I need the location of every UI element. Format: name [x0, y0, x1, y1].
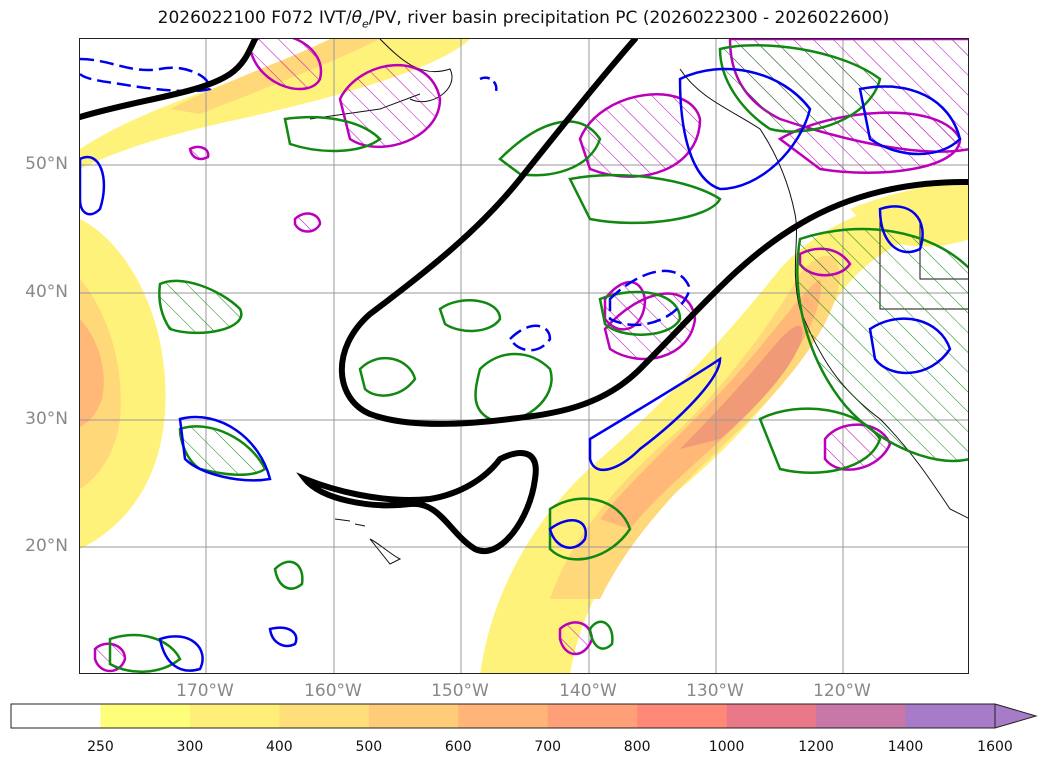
- ivt-west-high: [80, 319, 104, 427]
- lon-label-160w: 160°W: [304, 681, 362, 701]
- magenta-contour-7: [603, 292, 697, 361]
- green-contour-4: [438, 299, 502, 333]
- blue-contours: [80, 57, 962, 672]
- colorbar-segment: [816, 704, 907, 728]
- magenta-contour-1: [248, 39, 323, 91]
- green-contour-5: [474, 352, 553, 423]
- green-contour-11: [758, 407, 882, 474]
- green-contour-8: [568, 173, 722, 225]
- green-contour-12: [548, 497, 632, 561]
- colorbar-segment: [100, 704, 191, 728]
- blue-dashed-contour-2: [508, 324, 552, 352]
- colorbar-outline: [10, 703, 996, 729]
- colorbar-tick-label: 400: [265, 739, 293, 755]
- lon-label-170w: 170°W: [176, 681, 234, 701]
- map-canvas: [80, 39, 968, 673]
- ivt-river-peak: [680, 325, 803, 449]
- blue-contour-2: [178, 415, 272, 482]
- green-contour-7: [498, 120, 602, 177]
- green-contour-16: [283, 115, 382, 153]
- colorbar-tick-label: 600: [444, 739, 472, 755]
- green-contour-13: [273, 560, 304, 590]
- hawaii-chain: [334, 518, 366, 527]
- hawaii-islands: [369, 538, 402, 565]
- colorbar-tick-label: 1400: [887, 739, 924, 755]
- pv-line-northwest: [80, 39, 258, 120]
- green-contour-10: [796, 227, 968, 463]
- green-contour-6: [598, 290, 682, 336]
- map-plot-area: [79, 38, 969, 674]
- blue-contour-3: [80, 155, 106, 216]
- blue-contour-7: [868, 317, 952, 375]
- colorbar-tick-label: 700: [534, 739, 562, 755]
- blue-dashed-north: [80, 57, 212, 93]
- blue-contour-6: [858, 85, 962, 156]
- blue-contour-4: [548, 519, 588, 549]
- lon-label-140w: 140°W: [559, 681, 617, 701]
- blue-dashed-contour-1: [608, 269, 692, 327]
- colorbar-segment: [458, 704, 549, 728]
- lat-label-20n: 20°N: [25, 536, 68, 556]
- blue-dashed-contour-3: [479, 76, 498, 95]
- magenta-contour-9: [823, 423, 892, 471]
- colorbar-segment: [368, 704, 459, 728]
- blue-contour-1: [588, 356, 722, 471]
- magenta-contour-10: [293, 212, 322, 233]
- green-contour-1: [158, 279, 243, 335]
- lat-label-30n: 30°N: [25, 409, 68, 429]
- colorbar-segment: [726, 704, 817, 728]
- colorbar-tick-label: 300: [176, 739, 204, 755]
- magenta-contour-12: [558, 621, 594, 656]
- lat-label-40n: 40°N: [25, 282, 68, 302]
- lon-label-150w: 150°W: [431, 681, 489, 701]
- colorbar-tick-label: 1200: [798, 739, 834, 755]
- colorbar-extend-arrow: [994, 703, 1038, 729]
- blue-contour-8: [878, 205, 924, 254]
- green-contour-14: [588, 620, 614, 650]
- ivt-river-high: [600, 279, 821, 529]
- blue-contour-9: [158, 635, 204, 672]
- lon-label-130w: 130°W: [686, 681, 744, 701]
- colorbar-tick-label: 500: [355, 739, 383, 755]
- colorbar-segment: [637, 704, 728, 728]
- title-theta: θ: [351, 8, 362, 28]
- pv-line-main: [338, 39, 968, 427]
- title-prefix: 2026022100 F072 IVT/: [157, 8, 352, 28]
- pv-contour: [80, 39, 968, 554]
- blue-contour-5: [678, 67, 812, 191]
- green-contour-15: [108, 633, 182, 673]
- pv-line-cutoff: [296, 450, 539, 554]
- green-contour-9: [718, 44, 882, 133]
- ivt-colorbar: [10, 703, 1038, 729]
- green-contour-3: [358, 357, 417, 397]
- blue-contour-10: [268, 626, 298, 648]
- title-theta-sub: e: [362, 17, 369, 31]
- colorbar-segment: [11, 704, 101, 728]
- colorbar-tick-label: 800: [623, 739, 651, 755]
- green-contours: [108, 44, 968, 673]
- magenta-contour-2: [338, 63, 442, 149]
- colorbar-segment: [189, 704, 280, 728]
- title-suffix: /PV, river basin precipitation PC (20260…: [368, 8, 890, 28]
- colorbar-segment: [279, 704, 370, 728]
- magenta-contour-11: [188, 145, 210, 161]
- colorbar-segment: [905, 704, 996, 728]
- colorbar-tick-label: 1600: [977, 739, 1013, 755]
- lat-label-50n: 50°N: [25, 154, 68, 174]
- lon-label-120w: 120°W: [813, 681, 871, 701]
- colorbar-tick-label: 250: [87, 739, 114, 755]
- green-contour-2: [178, 425, 267, 477]
- map-title: 2026022100 F072 IVT/θe/PV, river basin p…: [0, 8, 1047, 30]
- colorbar-segment: [547, 704, 638, 728]
- colorbar-tick-label: 1000: [708, 739, 745, 755]
